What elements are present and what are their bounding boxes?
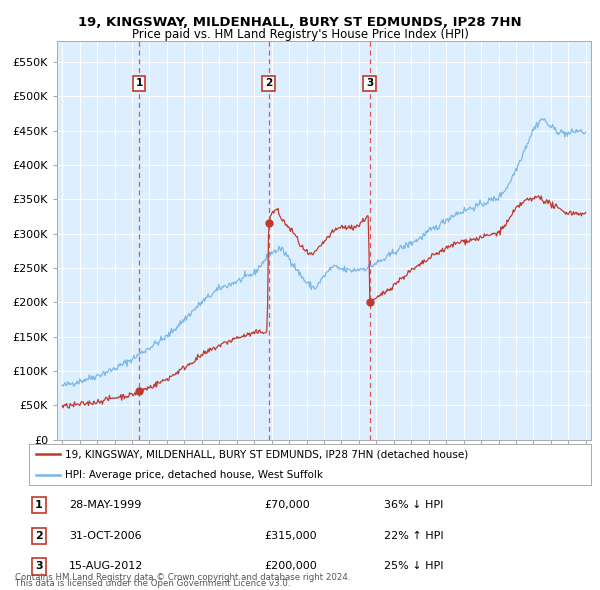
Text: 31-OCT-2006: 31-OCT-2006: [69, 531, 142, 540]
Text: 19, KINGSWAY, MILDENHALL, BURY ST EDMUNDS, IP28 7HN (detached house): 19, KINGSWAY, MILDENHALL, BURY ST EDMUND…: [65, 450, 469, 460]
Text: 1: 1: [35, 500, 43, 510]
Text: £70,000: £70,000: [264, 500, 310, 510]
Text: 19, KINGSWAY, MILDENHALL, BURY ST EDMUNDS, IP28 7HN: 19, KINGSWAY, MILDENHALL, BURY ST EDMUND…: [78, 16, 522, 29]
Text: This data is licensed under the Open Government Licence v3.0.: This data is licensed under the Open Gov…: [15, 579, 290, 588]
Text: 1: 1: [136, 78, 143, 88]
Text: 3: 3: [35, 562, 43, 571]
Text: 28-MAY-1999: 28-MAY-1999: [69, 500, 142, 510]
Text: 22% ↑ HPI: 22% ↑ HPI: [384, 531, 443, 540]
Text: Contains HM Land Registry data © Crown copyright and database right 2024.: Contains HM Land Registry data © Crown c…: [15, 573, 350, 582]
Text: 2: 2: [265, 78, 272, 88]
Text: 2: 2: [35, 531, 43, 540]
Text: 15-AUG-2012: 15-AUG-2012: [69, 562, 143, 571]
Text: HPI: Average price, detached house, West Suffolk: HPI: Average price, detached house, West…: [65, 470, 323, 480]
Text: 36% ↓ HPI: 36% ↓ HPI: [384, 500, 443, 510]
Text: £315,000: £315,000: [264, 531, 317, 540]
Text: 3: 3: [366, 78, 373, 88]
Text: £200,000: £200,000: [264, 562, 317, 571]
Text: 25% ↓ HPI: 25% ↓ HPI: [384, 562, 443, 571]
Text: Price paid vs. HM Land Registry's House Price Index (HPI): Price paid vs. HM Land Registry's House …: [131, 28, 469, 41]
